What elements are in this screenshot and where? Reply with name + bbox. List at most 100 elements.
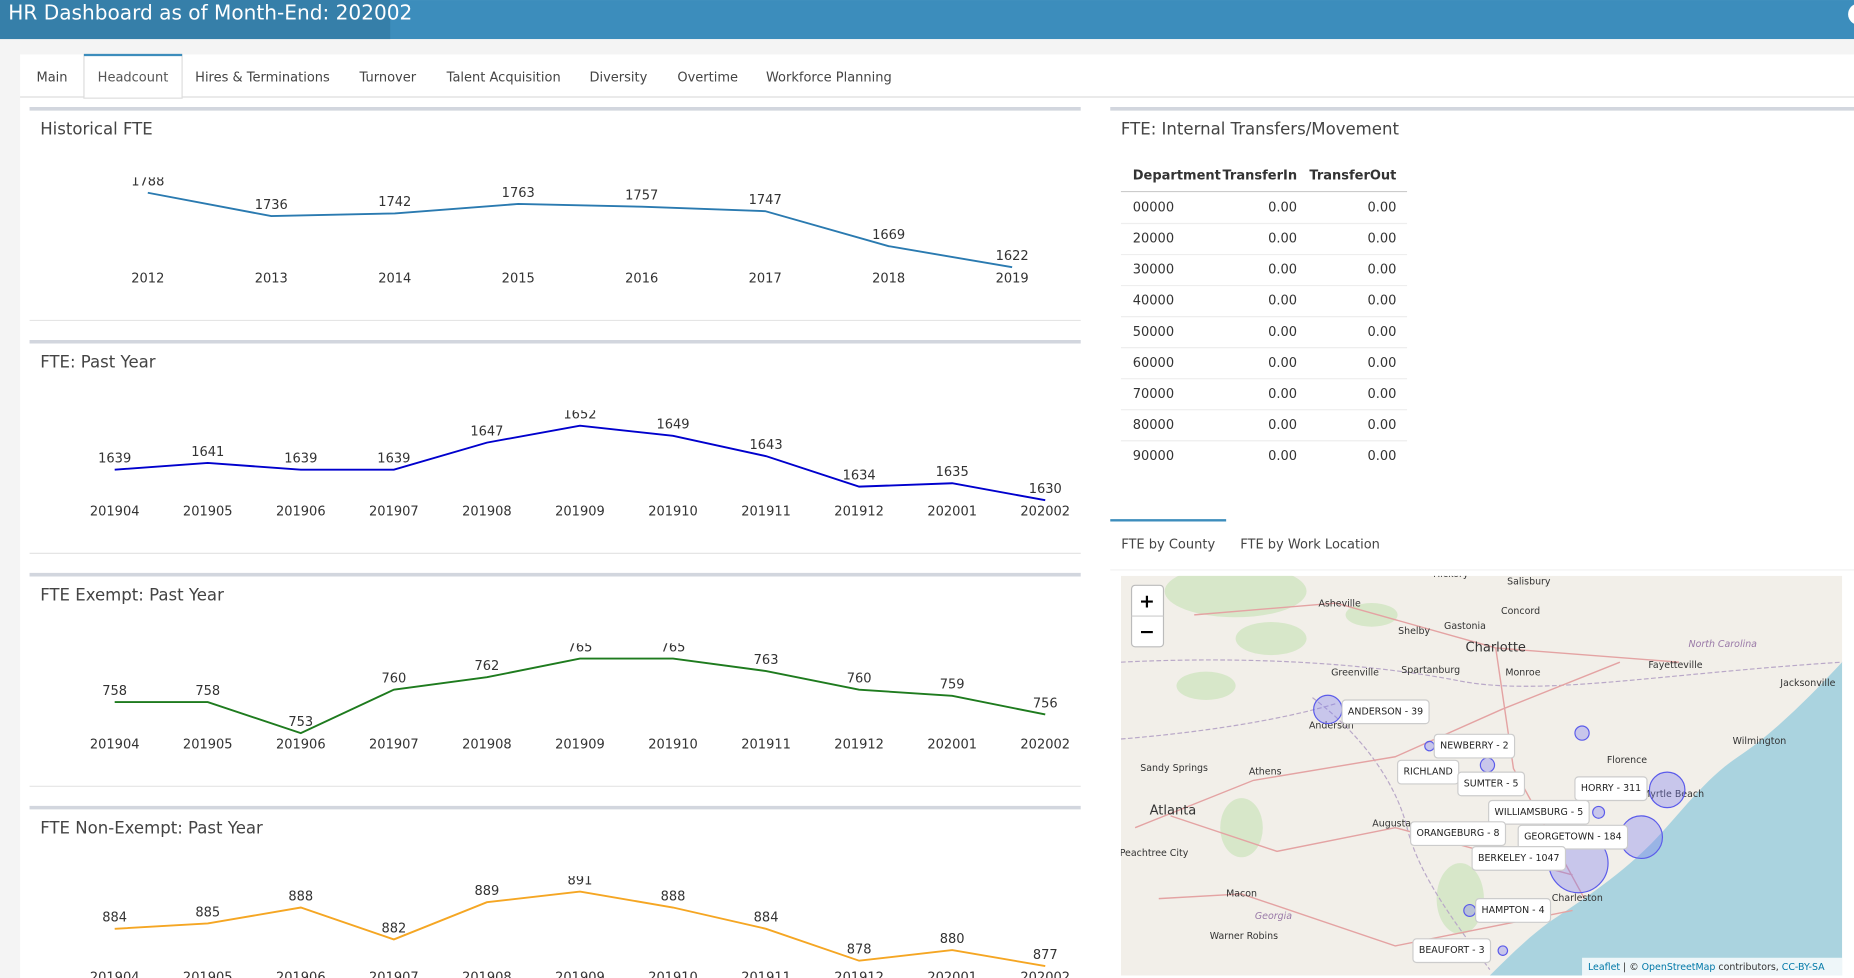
value-label: 882 bbox=[381, 921, 406, 936]
table-cell: 0.00 bbox=[1268, 356, 1297, 371]
x-tick-label: 201907 bbox=[369, 970, 419, 978]
x-tick-label: 201904 bbox=[90, 504, 140, 519]
chart-plot: 884 201904 885 201905 888 201906 882 201907 889 2… bbox=[90, 873, 1070, 978]
x-tick-label: 202001 bbox=[927, 970, 977, 978]
map-place: Charleston bbox=[1552, 893, 1603, 904]
value-label: 1788 bbox=[131, 175, 164, 190]
tab[interactable]: Workforce Planning bbox=[766, 71, 892, 86]
x-tick-label: 2016 bbox=[625, 272, 658, 287]
attribution-link[interactable]: Leaflet bbox=[1588, 962, 1620, 973]
x-tick-label: 201911 bbox=[741, 970, 791, 978]
marker-label: SUMTER - 5 bbox=[1464, 778, 1519, 789]
map-place: Augusta bbox=[1372, 819, 1411, 830]
value-label: 1639 bbox=[284, 452, 317, 467]
table-cell: 50000 bbox=[1133, 325, 1174, 340]
county-bubble bbox=[1497, 945, 1509, 956]
attribution-box bbox=[1582, 957, 1843, 976]
value-label: 1757 bbox=[625, 189, 658, 204]
tab[interactable]: Turnover bbox=[359, 71, 417, 86]
chart-plot: 758 201904 758 201905 753 201906 760 201907 762 2… bbox=[90, 640, 1070, 752]
marker-label-box bbox=[1574, 776, 1648, 802]
value-label: 1763 bbox=[502, 186, 535, 201]
x-tick-label: 201905 bbox=[183, 970, 233, 978]
user-icon[interactable] bbox=[1848, 4, 1854, 25]
marker-label: WILLIAMSBURG - 5 bbox=[1495, 807, 1584, 818]
value-label: 1649 bbox=[656, 418, 689, 433]
value-label: 891 bbox=[568, 873, 593, 888]
map-tab[interactable]: FTE by Work Location bbox=[1240, 538, 1380, 553]
tab[interactable]: Talent Acquisition bbox=[446, 71, 561, 86]
marker-label-box bbox=[1517, 824, 1629, 850]
x-tick-label: 202002 bbox=[1020, 737, 1070, 752]
x-tick-label: 201912 bbox=[834, 970, 884, 978]
panel bbox=[29, 573, 1081, 787]
x-tick-label: 201912 bbox=[834, 504, 884, 519]
map-place: Warner Robins bbox=[1210, 931, 1278, 942]
value-label: 884 bbox=[754, 911, 779, 926]
map-tab[interactable]: FTE by County bbox=[1121, 538, 1215, 553]
chart-title: FTE: Past Year bbox=[40, 353, 156, 372]
tab[interactable]: Hires & Terminations bbox=[195, 71, 330, 86]
tab[interactable]: Main bbox=[37, 71, 68, 86]
map-place: Wilmington bbox=[1733, 736, 1787, 747]
map-border bbox=[1312, 697, 1491, 970]
county-bubble bbox=[1479, 757, 1496, 773]
table-cell: 20000 bbox=[1133, 232, 1174, 247]
chart-plot: 1788 2012 1736 2013 1742 2014 1763 2015 1757 2016… bbox=[131, 175, 1029, 287]
x-tick-label: 2019 bbox=[996, 272, 1029, 287]
map: Hickory Salisbury Asheville Concord Shelby Ga… bbox=[1120, 575, 1843, 976]
marker-label: HAMPTON - 4 bbox=[1482, 905, 1545, 916]
map-border bbox=[1120, 659, 1843, 687]
tab[interactable]: Overtime bbox=[677, 71, 738, 86]
map-place: Florence bbox=[1607, 755, 1647, 766]
table-cell: 0.00 bbox=[1268, 418, 1297, 433]
value-label: 1742 bbox=[378, 195, 411, 210]
value-label: 762 bbox=[474, 659, 499, 674]
map-place: Salisbury bbox=[1507, 576, 1551, 587]
table-cell: 0.00 bbox=[1268, 387, 1297, 402]
attribution-text: contributors, bbox=[1718, 962, 1778, 973]
table-cell: 0.00 bbox=[1268, 232, 1297, 247]
value-label: 758 bbox=[195, 684, 220, 699]
attribution-link[interactable]: CC-BY-SA bbox=[1782, 962, 1825, 973]
table-cell: 60000 bbox=[1133, 356, 1174, 371]
panel bbox=[29, 806, 1081, 978]
map-place: Georgia bbox=[1255, 911, 1292, 922]
value-label: 760 bbox=[381, 672, 406, 687]
marker-label-box bbox=[1412, 938, 1492, 964]
x-tick-label: 201909 bbox=[555, 970, 605, 978]
zoom-out[interactable]: − bbox=[1139, 621, 1155, 643]
marker-label-box bbox=[1471, 846, 1567, 871]
table-cell: 90000 bbox=[1133, 449, 1174, 464]
x-tick-label: 201904 bbox=[90, 970, 140, 978]
tab[interactable]: Headcount bbox=[98, 71, 169, 86]
table-cell: 0.00 bbox=[1268, 263, 1297, 278]
tab[interactable]: Diversity bbox=[589, 71, 647, 86]
map-place: Asheville bbox=[1318, 599, 1361, 610]
column-header: TransferOut bbox=[1309, 169, 1396, 184]
county-bubble bbox=[1574, 725, 1590, 741]
marker-label-box bbox=[1410, 821, 1507, 847]
panel bbox=[29, 340, 1081, 554]
value-label: 1747 bbox=[749, 193, 782, 208]
value-label: 878 bbox=[847, 943, 872, 958]
zoom-in[interactable]: + bbox=[1139, 590, 1155, 612]
x-tick-label: 201910 bbox=[648, 970, 698, 978]
table-cell: 0.00 bbox=[1367, 449, 1396, 464]
x-tick-label: 201906 bbox=[276, 970, 326, 978]
table-cell: 40000 bbox=[1133, 294, 1174, 309]
table-cell: 0.00 bbox=[1367, 356, 1396, 371]
value-label: 758 bbox=[102, 684, 127, 699]
value-label: 1639 bbox=[377, 452, 410, 467]
x-tick-label: 201906 bbox=[276, 504, 326, 519]
value-label: 765 bbox=[661, 640, 686, 655]
chart-title: FTE Exempt: Past Year bbox=[40, 585, 224, 604]
attribution-link[interactable]: OpenStreetMap bbox=[1642, 962, 1716, 973]
map-road bbox=[1158, 893, 1573, 947]
value-label: 1643 bbox=[750, 438, 783, 453]
map-place: Atlanta bbox=[1150, 804, 1197, 819]
x-tick-label: 201908 bbox=[462, 504, 512, 519]
table-cell: 80000 bbox=[1133, 418, 1174, 433]
map-place: Athens bbox=[1249, 767, 1282, 778]
